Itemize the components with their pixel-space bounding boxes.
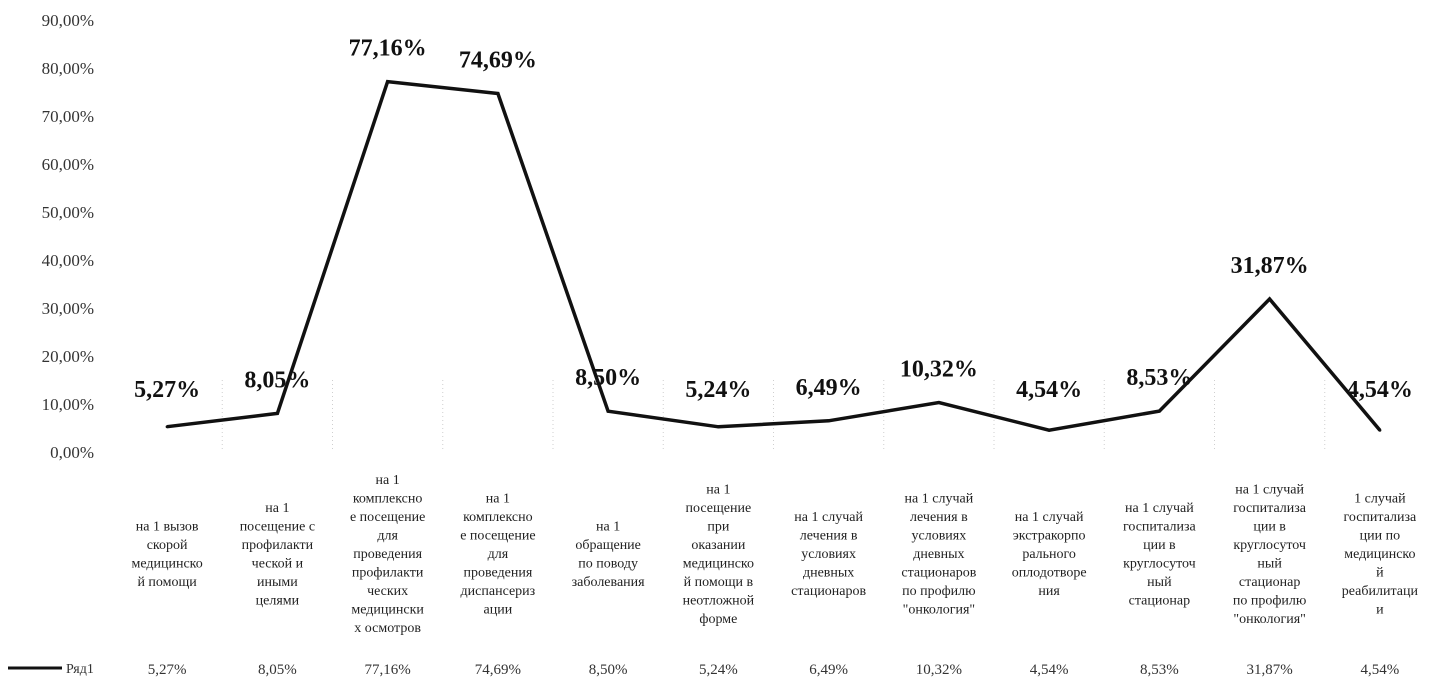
category-label: на 1 случай госпитализа ции в круглосуточ ны… <box>1123 501 1197 609</box>
table-value: 5,27% <box>148 662 187 678</box>
series-line-ряд1 <box>166 79 1382 432</box>
category-label: на 1 случай лечения в условиях дневных стаци… <box>791 510 866 599</box>
data-point <box>937 400 941 404</box>
table-value: 4,54% <box>1030 662 1069 678</box>
data-label: 4,54% <box>1016 377 1082 403</box>
table-value: 5,24% <box>699 662 738 678</box>
table-value: 8,05% <box>258 662 297 678</box>
data-label: 8,53% <box>1126 365 1192 391</box>
table-value: 8,50% <box>589 662 628 678</box>
data-point <box>275 411 279 415</box>
table-value: 74,69% <box>475 662 521 678</box>
y-tick-label: 50,00% <box>42 203 94 222</box>
category-label: на 1 случай госпитализа ции в круглосуточ ны… <box>1233 482 1307 627</box>
category-label: на 1 посещение с профилакти ческой и иными це… <box>240 501 315 609</box>
category-label: на 1 посещение при оказании медицинско й помо… <box>683 482 755 627</box>
data-point <box>827 419 831 423</box>
data-label: 5,27% <box>134 377 200 403</box>
data-point <box>1157 409 1161 413</box>
y-tick-label: 80,00% <box>42 59 94 78</box>
category-label: на 1 комплексно е посещение для проведения пр… <box>350 473 425 636</box>
data-point <box>1268 297 1272 301</box>
data-label: 5,24% <box>685 377 751 403</box>
series-line-group <box>165 79 1382 432</box>
y-tick-label: 10,00% <box>42 395 94 414</box>
category-label: на 1 случай экстракорпо рального оплодотвор… <box>1012 510 1087 599</box>
category-label: на 1 обращение по поводу заболевания <box>572 519 646 590</box>
data-point <box>496 91 500 95</box>
data-point <box>165 425 169 429</box>
data-label: 10,32% <box>900 356 978 382</box>
data-label: 4,54% <box>1347 377 1413 403</box>
table-value: 8,53% <box>1140 662 1179 678</box>
category-labels: на 1 вызов скорой медицинско й помощи на 1 по… <box>131 473 1418 636</box>
data-labels: 5,27% 8,05% 77,16% 74,69% 8,50% 5,24% 6,49% 10,… <box>134 36 1413 403</box>
data-table: Ряд1 5,27% 8,05% 77,16% 74,69% 8,50% 5,24% 6,4… <box>8 662 1399 678</box>
y-axis: 0,00% 10,00% 20,00% 30,00% 40,00% 50,00% 60,00… <box>42 11 94 462</box>
data-label: 31,87% <box>1231 253 1309 279</box>
table-value: 6,49% <box>809 662 848 678</box>
y-tick-label: 20,00% <box>42 347 94 366</box>
legend-label: Ряд1 <box>66 662 94 677</box>
y-tick-label: 60,00% <box>42 155 94 174</box>
table-value: 77,16% <box>365 662 411 678</box>
category-label: на 1 комплексно е посещение для проведения ди… <box>460 492 535 618</box>
data-point <box>1378 428 1382 432</box>
data-point <box>716 425 720 429</box>
table-value: 4,54% <box>1361 662 1400 678</box>
y-tick-label: 90,00% <box>42 11 94 30</box>
data-label: 77,16% <box>349 36 427 62</box>
data-label: 74,69% <box>459 47 537 73</box>
data-point <box>386 80 390 84</box>
data-label: 6,49% <box>796 375 862 401</box>
data-point <box>606 409 610 413</box>
y-tick-label: 70,00% <box>42 107 94 126</box>
category-label: 1 случай госпитализа ции по медицинско й реаб… <box>1342 492 1419 618</box>
data-label: 8,05% <box>244 367 310 393</box>
y-tick-label: 30,00% <box>42 299 94 318</box>
category-label: на 1 случай лечения в условиях дневных стаци… <box>901 492 976 618</box>
data-label: 8,50% <box>575 365 641 391</box>
y-tick-label: 40,00% <box>42 251 94 270</box>
category-label: на 1 вызов скорой медицинско й помощи <box>131 519 202 590</box>
table-value: 10,32% <box>916 662 962 678</box>
table-value: 31,87% <box>1247 662 1293 678</box>
y-tick-label: 0,00% <box>50 443 94 462</box>
data-point <box>1047 428 1051 432</box>
category-separators <box>221 380 1326 452</box>
